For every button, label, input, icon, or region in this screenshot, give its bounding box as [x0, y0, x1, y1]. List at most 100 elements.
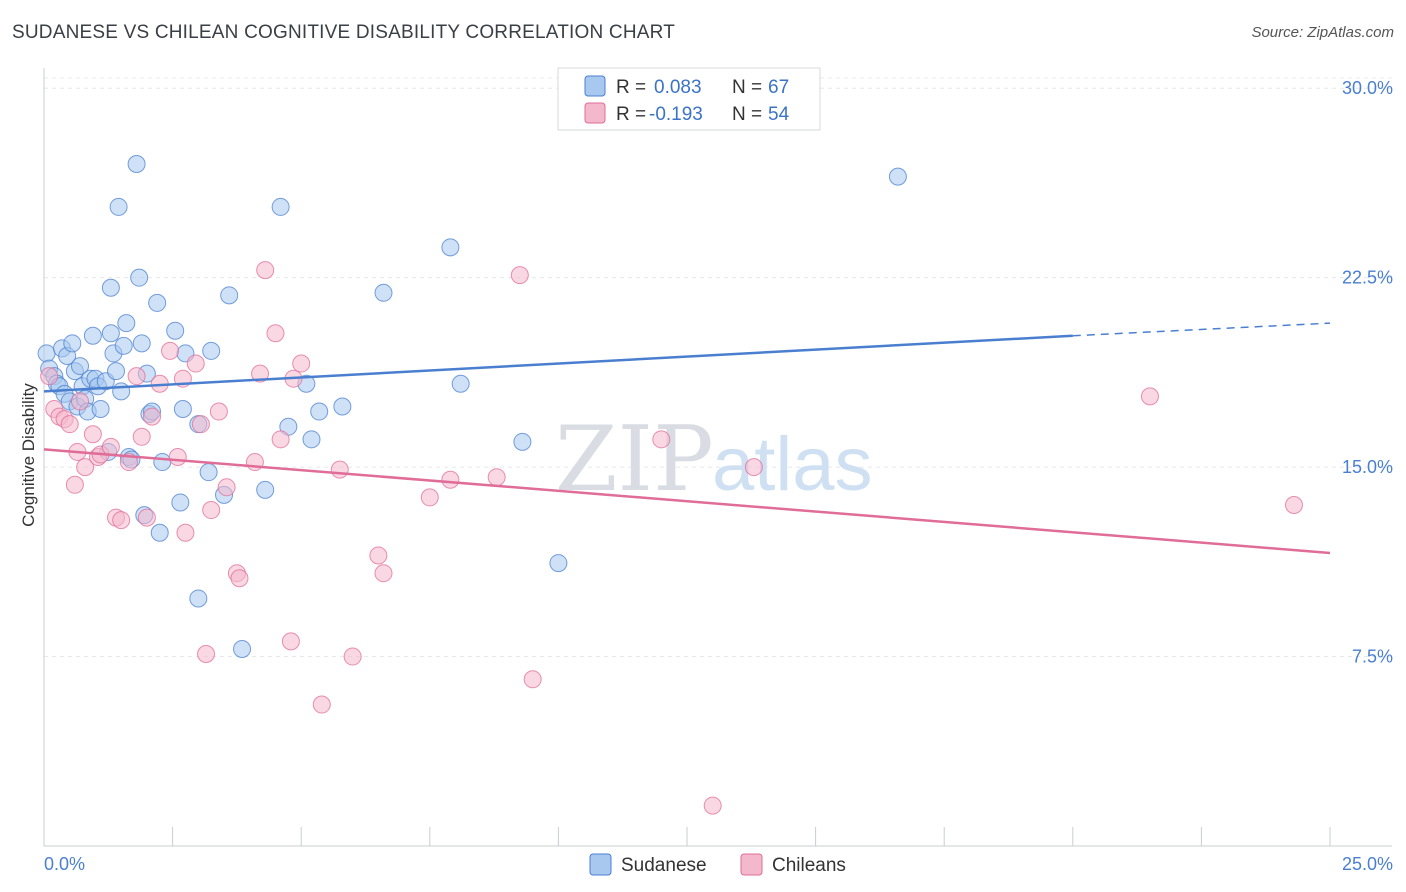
- data-point: [549, 554, 568, 573]
- data-point: [256, 261, 275, 280]
- data-point: [101, 324, 120, 343]
- bottom-legend-sudanese: Sudanese: [621, 855, 707, 876]
- legend-r-label-2: R =: [616, 104, 646, 125]
- data-point: [153, 453, 172, 472]
- data-point: [127, 154, 146, 173]
- data-point: [333, 397, 352, 416]
- chart-title: SUDANESE VS CHILEAN COGNITIVE DISABILITY…: [12, 22, 676, 43]
- data-point: [271, 430, 290, 449]
- data-point: [266, 324, 285, 343]
- data-point: [233, 639, 252, 658]
- data-point: [310, 402, 329, 421]
- data-point: [137, 508, 156, 527]
- data-point: [197, 645, 216, 664]
- bottom-legend-swatch-chileans: [740, 853, 763, 876]
- data-point: [189, 589, 208, 608]
- data-point: [888, 167, 907, 186]
- data-point: [132, 334, 151, 353]
- data-point: [109, 197, 128, 216]
- watermark-zip: ZIP: [555, 407, 714, 512]
- trend-line-sudanese-extension: [1072, 322, 1331, 337]
- data-point: [186, 354, 205, 373]
- data-point: [63, 334, 82, 353]
- data-point: [112, 511, 131, 530]
- data-point: [83, 425, 102, 444]
- data-point: [202, 341, 221, 360]
- data-point: [173, 400, 192, 419]
- data-point: [744, 458, 763, 477]
- data-point: [76, 458, 95, 477]
- data-point: [374, 564, 393, 583]
- data-point: [60, 415, 79, 434]
- trend-line-chileans: [43, 448, 1331, 555]
- y-tick-label: 22.5%: [1342, 268, 1393, 288]
- source-label: Source: ZipAtlas.com: [1251, 24, 1394, 41]
- trend-line-sudanese: [43, 334, 1073, 393]
- data-point: [127, 367, 146, 386]
- data-point: [83, 326, 102, 345]
- data-point: [114, 336, 133, 355]
- data-point: [101, 437, 120, 456]
- data-point: [251, 364, 270, 383]
- data-point: [112, 382, 131, 401]
- legend-r-value-2: -0.193: [649, 104, 703, 125]
- data-point: [441, 238, 460, 257]
- data-point: [107, 362, 126, 381]
- grid-lines: [44, 77, 1392, 658]
- data-point: [161, 341, 180, 360]
- data-point: [132, 427, 151, 446]
- data-point: [230, 569, 249, 588]
- data-point: [441, 470, 460, 489]
- data-point: [420, 488, 439, 507]
- data-point: [91, 400, 110, 419]
- legend-n-label-1: N =: [732, 77, 762, 98]
- data-point: [487, 468, 506, 487]
- legend-swatch-sudanese: [584, 75, 606, 97]
- legend-n-value-1: 67: [768, 77, 789, 98]
- trend-lines: [43, 322, 1331, 555]
- axes: [43, 68, 1392, 847]
- data-point: [209, 402, 228, 421]
- data-point: [143, 407, 162, 426]
- series-sudanese-points: [37, 154, 907, 658]
- data-point: [130, 268, 149, 287]
- data-point: [166, 321, 185, 340]
- data-point: [510, 266, 529, 285]
- y-tick-labels: 7.5% 15.0% 22.5% 30.0%: [1342, 78, 1393, 666]
- data-point: [199, 463, 218, 482]
- data-point: [71, 392, 90, 411]
- data-point: [168, 448, 187, 466]
- data-point: [513, 432, 532, 451]
- y-axis-label: Cognitive Disability: [19, 383, 38, 527]
- data-point: [703, 796, 722, 815]
- data-point: [65, 475, 84, 494]
- data-point: [40, 367, 59, 386]
- data-point: [652, 430, 671, 449]
- data-point: [369, 546, 388, 565]
- data-point: [343, 647, 362, 666]
- watermark-atlas: atlas: [712, 422, 873, 507]
- legend-r-label-1: R =: [616, 77, 646, 98]
- data-point: [191, 415, 210, 434]
- legend-n-label-2: N =: [732, 104, 762, 125]
- data-point: [271, 197, 290, 216]
- data-point: [281, 632, 300, 651]
- data-point: [292, 354, 311, 373]
- y-tick-label: 15.0%: [1342, 457, 1393, 477]
- data-point: [1140, 387, 1159, 406]
- data-point: [37, 344, 56, 363]
- data-point: [312, 695, 331, 714]
- legend-box: R = 0.083 N = 67 R = -0.193 N = 54: [557, 67, 821, 131]
- data-point: [101, 278, 120, 297]
- legend-n-value-2: 54: [768, 104, 790, 125]
- data-point: [330, 460, 349, 479]
- data-point: [220, 286, 239, 305]
- y-tick-label: 30.0%: [1342, 78, 1393, 98]
- y-tick-label: 7.5%: [1352, 647, 1393, 667]
- legend-swatch-chileans: [584, 102, 606, 124]
- data-point: [171, 493, 190, 512]
- data-point: [256, 480, 275, 499]
- data-point: [202, 501, 221, 520]
- data-point: [1284, 495, 1303, 514]
